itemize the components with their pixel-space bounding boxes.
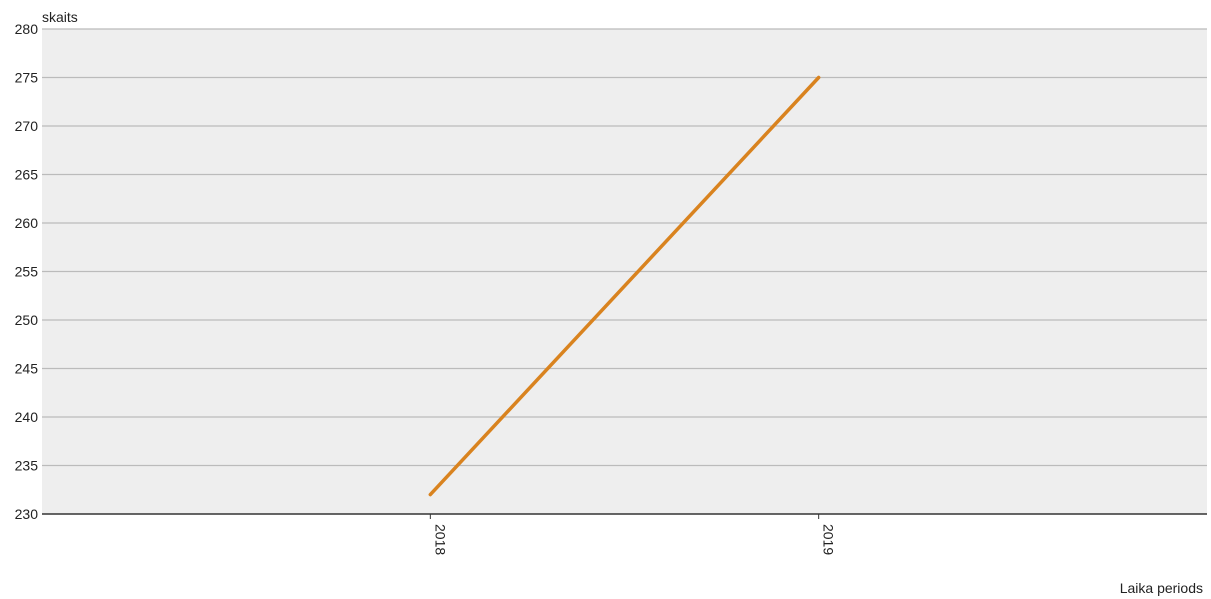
y-tick-label: 275 <box>15 70 39 86</box>
y-tick-label: 245 <box>15 361 39 377</box>
y-tick-label: 280 <box>15 21 39 37</box>
series-line <box>428 75 821 497</box>
y-tick-label: 265 <box>15 167 39 183</box>
series-group <box>428 75 821 497</box>
y-axis-ticks: 230 235 240 245 250 255 260 265 270 275 280 <box>15 21 39 522</box>
y-tick-label: 270 <box>15 118 39 134</box>
y-axis-title: skaits <box>42 9 78 25</box>
x-axis-ticks: 2018 2019 <box>429 514 837 555</box>
x-tick-label: 2019 <box>821 524 837 555</box>
y-tick-label: 240 <box>15 409 39 425</box>
y-tick-label: 235 <box>15 458 39 474</box>
grid-lines <box>42 28 1207 467</box>
x-tick-label: 2018 <box>432 524 448 555</box>
y-tick-label: 260 <box>15 215 39 231</box>
x-axis-title: Laika periods <box>1120 580 1203 596</box>
y-tick-label: 230 <box>15 506 39 522</box>
y-tick-label: 255 <box>15 264 39 280</box>
y-tick-label: 250 <box>15 312 39 328</box>
